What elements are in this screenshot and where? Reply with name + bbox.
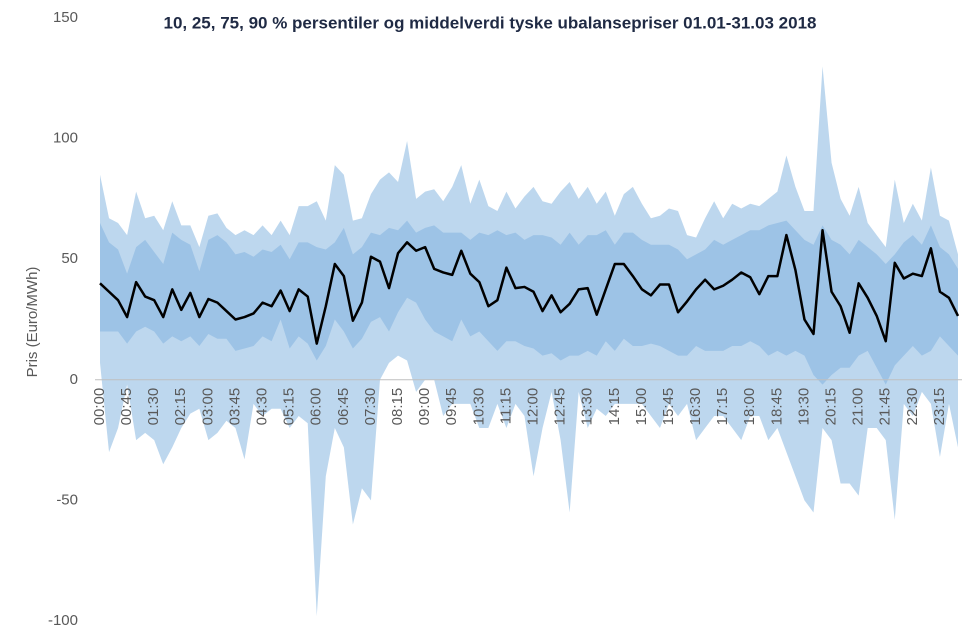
y-tick-label: 0 (70, 371, 78, 388)
x-tick-label: 15:00 (633, 388, 650, 426)
x-tick-label: 15:45 (660, 388, 677, 426)
x-tick-label: 12:00 (524, 388, 541, 426)
x-tick-label: 11:15 (497, 388, 514, 424)
y-tick-label: 150 (53, 9, 78, 26)
y-axis-title: Pris (Euro/MWh) (24, 267, 41, 378)
x-tick-label: 09:45 (443, 388, 460, 426)
x-tick-label: 05:15 (281, 388, 298, 426)
x-tick-label: 12:45 (552, 388, 569, 426)
x-tick-label: 21:00 (850, 388, 867, 426)
chart-title: 10, 25, 75, 90 % persentiler og middelve… (164, 13, 817, 32)
x-tick-label: 08:15 (389, 388, 406, 426)
x-tick-label: 14:15 (606, 388, 623, 426)
x-tick-label: 16:30 (687, 388, 704, 426)
y-tick-label: -50 (56, 491, 78, 508)
x-tick-label: 18:00 (741, 388, 758, 426)
x-tick-label: 02:15 (172, 388, 189, 426)
plot-area (95, 66, 962, 617)
x-tick-label: 13:30 (579, 388, 596, 426)
y-tick-label: -100 (48, 612, 78, 629)
x-tick-label: 00:45 (118, 388, 135, 426)
x-tick-label: 21:45 (877, 388, 894, 426)
x-tick-label: 10:30 (470, 388, 487, 426)
x-tick-label: 23:15 (931, 388, 948, 426)
x-tick-label: 18:45 (768, 388, 785, 426)
x-tick-label: 19:30 (795, 388, 812, 426)
x-tick-label: 09:00 (416, 388, 433, 426)
percentile-band (100, 220, 958, 385)
x-tick-label: 04:30 (254, 388, 271, 426)
x-tick-label: 01:30 (145, 388, 162, 426)
x-tick-label: 22:30 (904, 388, 921, 426)
x-tick-label: 07:30 (362, 388, 379, 426)
x-tick-label: 20:15 (823, 388, 840, 426)
y-tick-label: 100 (53, 130, 78, 147)
x-tick-label: 03:45 (226, 388, 243, 426)
x-tick-label: 06:45 (335, 388, 352, 426)
y-tick-label: 50 (61, 250, 78, 267)
x-tick-label: 17:15 (714, 388, 731, 426)
x-tick-label: 06:00 (308, 388, 325, 426)
x-tick-label: 00:00 (91, 388, 108, 426)
mean-line (99, 229, 960, 345)
x-tick-label: 03:00 (199, 388, 216, 426)
